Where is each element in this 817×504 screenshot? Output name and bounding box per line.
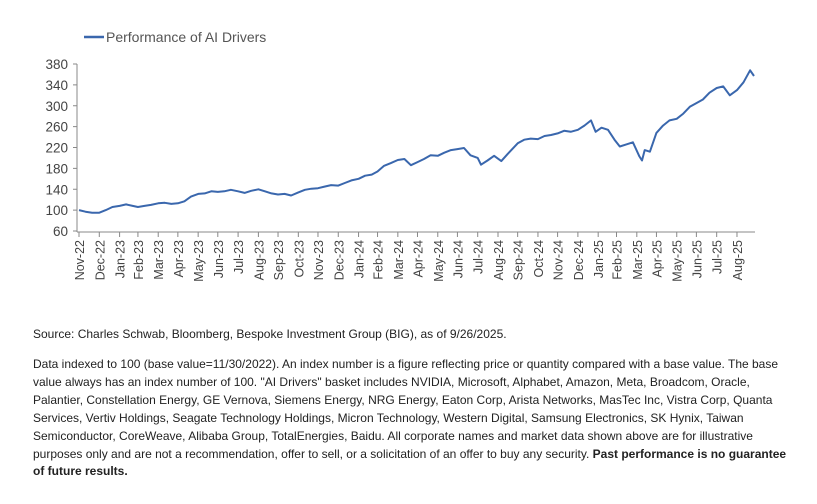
x-tick-label: Oct-24 <box>532 240 546 278</box>
y-tick-label: 60 <box>53 224 68 239</box>
x-tick-label: Nov-23 <box>312 240 326 280</box>
x-tick-label: Apr-25 <box>650 240 664 278</box>
x-tick-label: Jul-25 <box>711 240 725 274</box>
x-tick-label: Feb-24 <box>372 240 386 280</box>
y-tick-label: 380 <box>45 57 68 72</box>
disclaimer-note: Data indexed to 100 (base value=11/30/20… <box>33 356 793 481</box>
x-tick-label: Feb-23 <box>132 240 146 280</box>
y-tick-label: 100 <box>45 203 68 218</box>
x-tick-label: Sep-24 <box>512 240 526 280</box>
x-tick-label: Aug-25 <box>731 240 745 280</box>
disclaimer-bold-text: Past performance is no guarantee of futu… <box>33 446 787 479</box>
y-tick-label: 300 <box>45 99 68 114</box>
x-tick-label: Jun-24 <box>451 240 465 278</box>
series-line-ai-drivers <box>78 69 755 214</box>
y-tick-label: 180 <box>45 161 68 176</box>
x-tick-label: Jan-24 <box>353 240 367 278</box>
x-tick-label: Sep-23 <box>272 240 286 280</box>
disclaimer-text: Data indexed to 100 (base value=11/30/20… <box>33 357 779 461</box>
y-tick-label: 340 <box>45 78 68 93</box>
x-tick-label: Jan-25 <box>592 240 606 278</box>
x-tick-label: Nov-22 <box>73 240 87 280</box>
chart-legend: Performance of AI Drivers <box>84 29 266 45</box>
x-tick-label: Dec-23 <box>332 240 346 280</box>
y-tick-label: 260 <box>45 120 68 135</box>
x-tick-label: Dec-24 <box>572 240 586 280</box>
x-axis-ticks: Nov-22 Dec-22 Jan-23 Feb-23 Mar-23 Apr-23 May-… <box>73 232 745 282</box>
x-tick-label: Nov-24 <box>552 240 566 280</box>
x-tick-label: May-23 <box>192 240 206 282</box>
y-tick-label: 220 <box>45 141 68 156</box>
x-tick-label: Jul-23 <box>232 240 246 274</box>
x-tick-label: Jun-25 <box>690 240 704 278</box>
x-tick-label: May-25 <box>671 240 685 282</box>
x-tick-label: Apr-23 <box>172 240 186 278</box>
x-tick-label: Aug-24 <box>492 240 506 280</box>
x-tick-label: Feb-25 <box>611 240 625 280</box>
y-axis-ticks: 60 100 140 180 220 260 300 340 380 <box>45 57 77 239</box>
x-tick-label: Apr-24 <box>411 240 425 278</box>
x-tick-label: May-24 <box>432 240 446 282</box>
line-chart: Performance of AI Drivers 60 100 140 180 220… <box>45 29 755 282</box>
x-tick-label: Jun-23 <box>212 240 226 278</box>
x-tick-label: Jul-24 <box>472 240 486 274</box>
x-tick-label: Dec-22 <box>93 240 107 280</box>
x-tick-label: Aug-23 <box>252 240 266 280</box>
source-note: Source: Charles Schwab, Bloomberg, Bespo… <box>33 327 507 341</box>
legend-label: Performance of AI Drivers <box>106 29 266 45</box>
x-tick-label: Oct-23 <box>292 240 306 278</box>
x-tick-label: Jan-23 <box>114 240 128 278</box>
x-tick-label: Mar-24 <box>392 240 406 280</box>
y-tick-label: 140 <box>45 182 68 197</box>
x-tick-label: Mar-23 <box>152 240 166 280</box>
x-tick-label: Mar-25 <box>631 240 645 280</box>
